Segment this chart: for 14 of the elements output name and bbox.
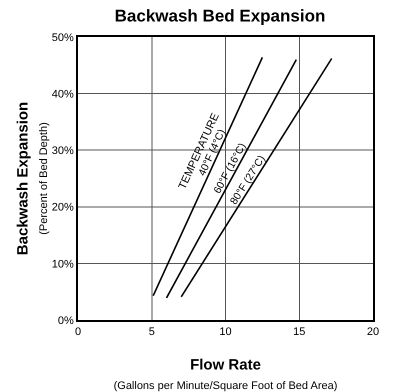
x-tick-label: 10 [219, 326, 232, 338]
x-axis-title: Flow Rate (Gallons per Minute/Square Foot of Bed Area) [114, 356, 338, 392]
chart-title: Backwash Bed Expansion [114, 6, 326, 26]
y-tick-label: 0% [58, 314, 74, 327]
y-tick-label: 10% [52, 258, 74, 270]
y-tick-label: 20% [52, 202, 74, 214]
y-tick-label: 30% [52, 145, 74, 158]
y-tick-label: 50% [52, 32, 74, 44]
y-tick-label: 40% [52, 88, 74, 100]
x-tick-label: 20 [366, 326, 380, 338]
x-tick-label: 15 [293, 326, 306, 338]
x-tick-label: 0 [74, 326, 82, 338]
y-axis-title: Backwash Expansion (Percent of Bed Depth) [14, 102, 50, 256]
x-tick-label: 5 [148, 326, 155, 338]
